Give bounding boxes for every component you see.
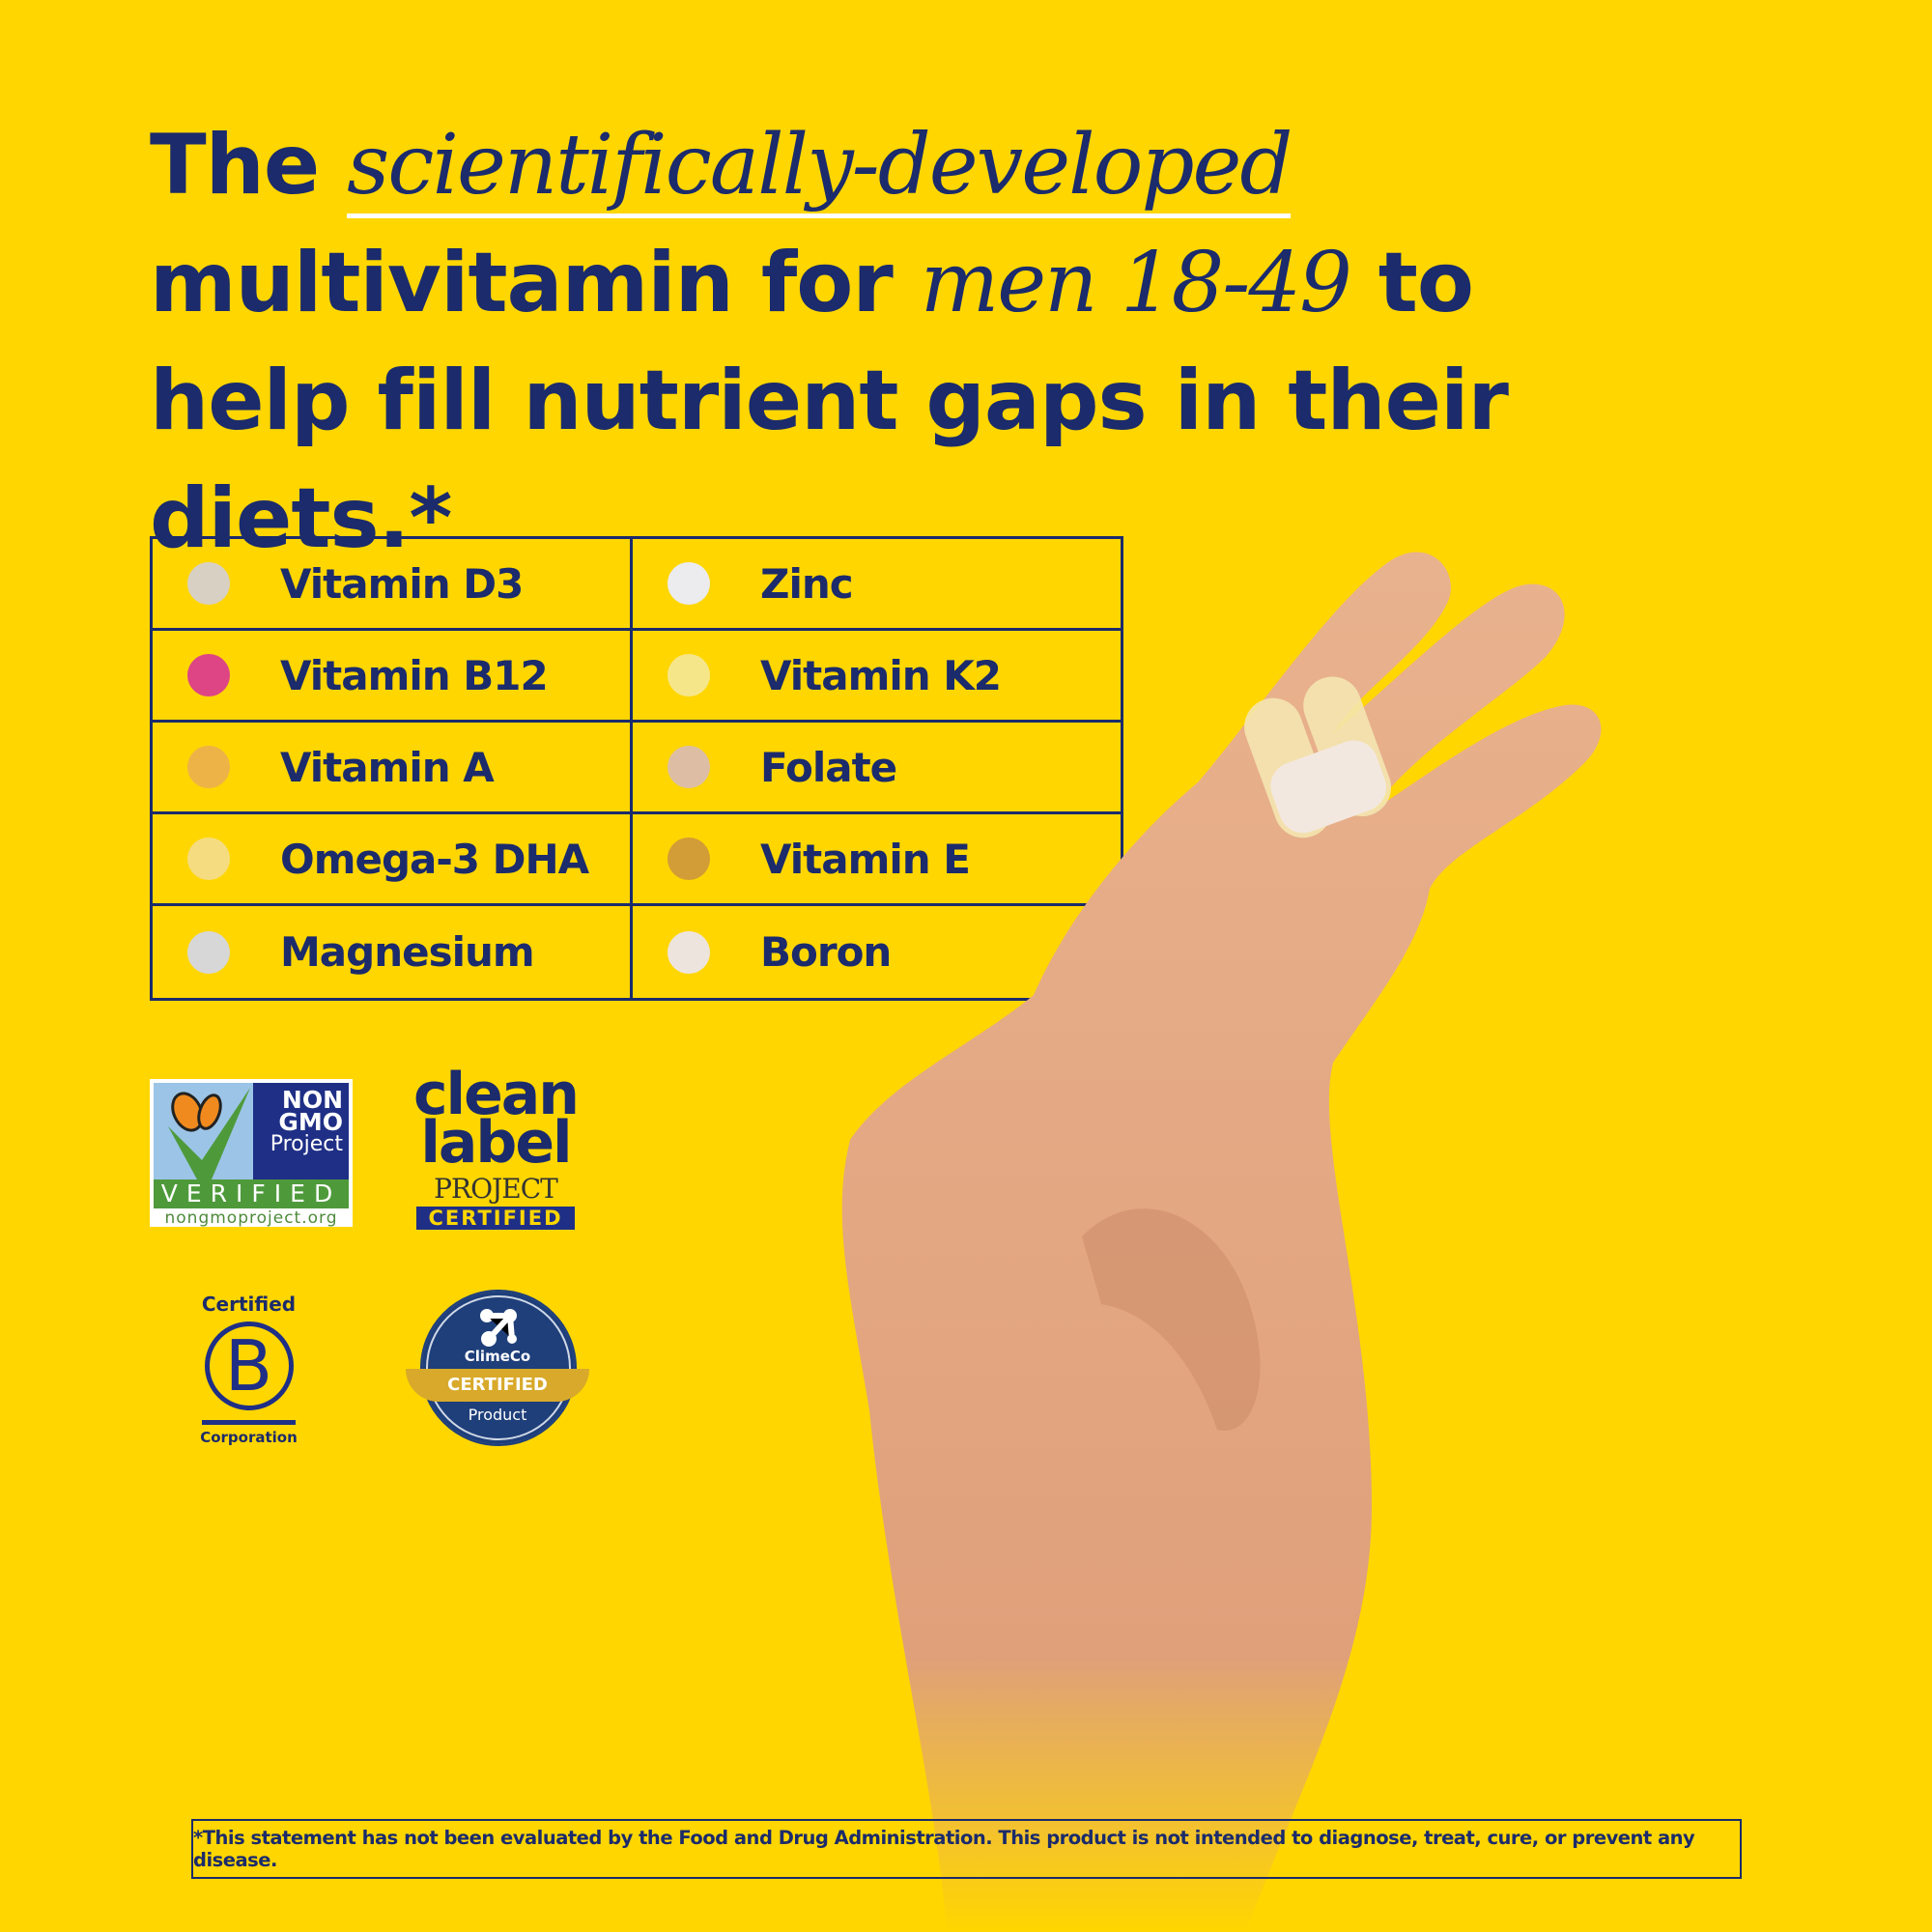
nutrient-item: Vitamin B12: [153, 631, 633, 723]
nutrient-name: Vitamin A: [280, 743, 495, 791]
nutrient-color-dot-icon: [187, 562, 230, 605]
nutrient-color-dot-icon: [187, 930, 230, 974]
headline-text: multivitamin for: [150, 235, 921, 331]
badge-text: CERTIFIED: [406, 1369, 589, 1402]
badge-text: CERTIFIED: [416, 1207, 575, 1230]
badge-text: Corporation: [200, 1429, 298, 1446]
nutrient-color-dot-icon: [668, 930, 710, 974]
nutrient-color-dot-icon: [187, 838, 230, 880]
nutrient-color-dot-icon: [187, 746, 230, 788]
badge-text: Certified: [201, 1293, 297, 1316]
nutrient-name: Magnesium: [280, 928, 535, 976]
badge-text: VERIFIED: [154, 1179, 349, 1208]
nutrient-table: Vitamin D3 Zinc Vitamin B12 Vitamin K2 Vitam…: [150, 536, 1123, 1001]
badge-text: PROJECT: [434, 1173, 558, 1205]
nutrient-color-dot-icon: [668, 838, 710, 880]
disclaimer-text: *This statement has not been evaluated b…: [193, 1827, 1695, 1871]
nutrient-item: Omega-3 DHA: [153, 814, 633, 906]
nutrient-name: Vitamin K2: [760, 651, 1002, 699]
headline-italic-underlined: scientifically-developed: [347, 117, 1293, 218]
nutrient-item: Vitamin A: [153, 723, 633, 814]
clean-label-project-badge: clean label PROJECT CERTIFIED: [409, 1061, 582, 1230]
certified-b-corporation-badge: Certified B Corporation: [198, 1293, 299, 1446]
hand-holding-capsule-image: [841, 552, 1602, 1932]
badge-url: nongmoproject.org: [164, 1208, 338, 1228]
nutrient-item: Boron: [633, 906, 1121, 998]
nutrient-item: Vitamin D3: [153, 539, 633, 631]
headline: The scientifically-developed multivitami…: [150, 106, 1599, 578]
non-gmo-project-verified-badge: NON GMO Project VERIFIED nongmoproject.org: [150, 1079, 353, 1228]
badge-text: label: [420, 1109, 572, 1177]
nutrient-name: Boron: [760, 928, 892, 976]
b-logo-icon: B: [204, 1321, 294, 1410]
headline-text: The: [150, 117, 348, 213]
badge-text: NON: [281, 1086, 343, 1114]
nutrient-item: Magnesium: [153, 906, 633, 998]
nutrient-name: Zinc: [760, 559, 854, 608]
badge-text: clean: [412, 1061, 580, 1128]
nutrient-name: Omega-3 DHA: [280, 835, 589, 883]
fda-disclaimer: *This statement has not been evaluated b…: [191, 1819, 1742, 1879]
nutrient-item: Folate: [633, 723, 1121, 814]
nutrient-color-dot-icon: [668, 654, 710, 696]
headline-italic: men 18-49: [920, 235, 1352, 331]
badge-text: ClimeCo: [464, 1348, 531, 1365]
nutrient-color-dot-icon: [187, 654, 230, 696]
badge-text: Product: [468, 1406, 527, 1424]
climeco-certified-badge: ClimeCo CERTIFIED Product: [406, 1290, 589, 1449]
nutrient-item: Vitamin E: [633, 814, 1121, 906]
headline-text: to help fill nutrient gaps in their diet…: [150, 235, 1509, 567]
nutrient-name: Vitamin E: [760, 835, 971, 883]
nutrient-name: Vitamin B12: [280, 651, 549, 699]
butterfly-check-icon: [168, 1088, 250, 1179]
nutrient-color-dot-icon: [668, 562, 710, 605]
nutrient-name: Folate: [760, 743, 897, 791]
badge-text: GMO: [278, 1108, 343, 1136]
divider: [202, 1420, 296, 1425]
badge-text: Project: [270, 1132, 343, 1156]
climeco-molecule-icon: [480, 1309, 517, 1347]
nutrient-item: Vitamin K2: [633, 631, 1121, 723]
nutrient-color-dot-icon: [668, 746, 710, 788]
nutrient-name: Vitamin D3: [280, 559, 524, 608]
nutrient-item: Zinc: [633, 539, 1121, 631]
